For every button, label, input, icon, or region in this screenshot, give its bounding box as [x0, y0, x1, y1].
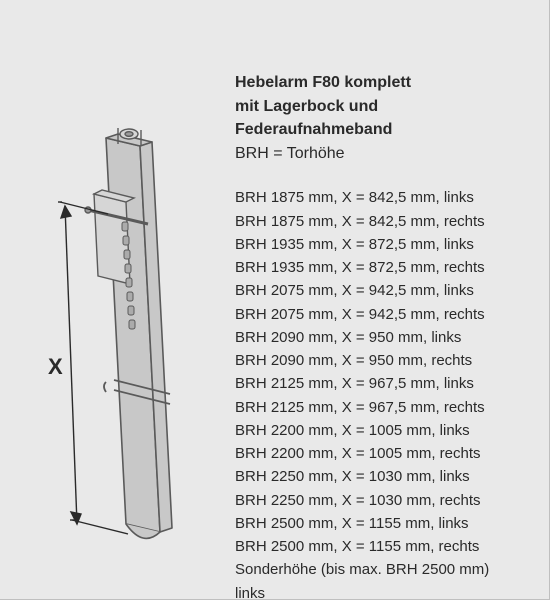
catalog-panel: X Hebelarm F80 komplett mit Lagerbock un…	[0, 0, 550, 600]
product-title-line1: Hebelarm F80 komplett	[235, 72, 545, 94]
variant-row: BRH 2090 mm, X = 950 mm, links	[235, 326, 545, 349]
variant-row: BRH 1935 mm, X = 872,5 mm, links	[235, 233, 545, 256]
product-subtitle: BRH = Torhöhe	[235, 143, 545, 165]
variant-row: BRH 2090 mm, X = 950 mm, rechts	[235, 349, 545, 372]
variant-row: BRH 1875 mm, X = 842,5 mm, links	[235, 186, 545, 209]
variant-row: BRH 2250 mm, X = 1030 mm, links	[235, 465, 545, 488]
variant-row: BRH 2125 mm, X = 967,5 mm, rechts	[235, 396, 545, 419]
variant-row: BRH 2500 mm, X = 1155 mm, links	[235, 512, 545, 535]
variant-row: BRH 1875 mm, X = 842,5 mm, rechts	[235, 210, 545, 233]
special-height-line2: links	[235, 582, 545, 600]
variant-row: BRH 2500 mm, X = 1155 mm, rechts	[235, 535, 545, 558]
product-title-line2: mit Lagerbock und	[235, 96, 545, 118]
spec-text-block: Hebelarm F80 komplett mit Lagerbock und …	[235, 72, 545, 600]
product-title-line3: Federaufnahmeband	[235, 119, 545, 141]
variant-row: BRH 2250 mm, X = 1030 mm, rechts	[235, 489, 545, 512]
hebelarm-illustration: X	[10, 124, 210, 554]
variant-row: BRH 2125 mm, X = 967,5 mm, links	[235, 372, 545, 395]
hebelarm-svg: X	[10, 124, 210, 554]
variant-row: BRH 2200 mm, X = 1005 mm, links	[235, 419, 545, 442]
page-root: X Hebelarm F80 komplett mit Lagerbock un…	[0, 0, 550, 600]
variant-row: BRH 2200 mm, X = 1005 mm, rechts	[235, 442, 545, 465]
variants-list: BRH 1875 mm, X = 842,5 mm, linksBRH 1875…	[235, 186, 545, 558]
variant-row: BRH 2075 mm, X = 942,5 mm, links	[235, 279, 545, 302]
dimension-label-x: X	[48, 354, 63, 379]
variant-row: BRH 2075 mm, X = 942,5 mm, rechts	[235, 303, 545, 326]
special-height-line1: Sonderhöhe (bis max. BRH 2500 mm)	[235, 558, 545, 581]
variant-row: BRH 1935 mm, X = 872,5 mm, rechts	[235, 256, 545, 279]
